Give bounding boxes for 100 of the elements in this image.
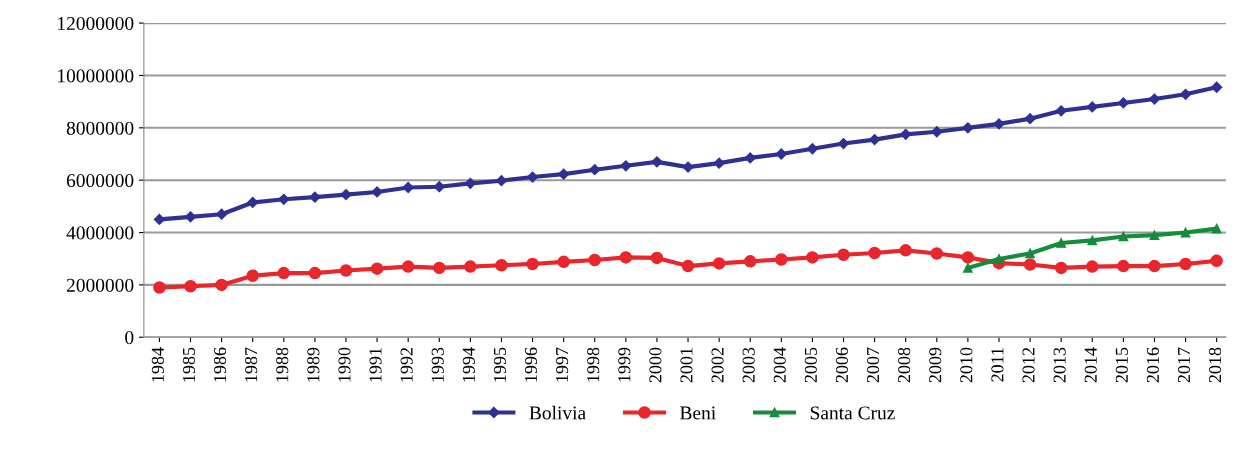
x-tick-label: 2000 bbox=[649, 347, 662, 383]
point bbox=[370, 262, 384, 275]
point bbox=[1056, 238, 1067, 248]
point bbox=[1117, 259, 1130, 273]
point bbox=[184, 279, 197, 293]
point bbox=[994, 254, 1004, 264]
x-tick-label: 2012 bbox=[1022, 347, 1035, 383]
point bbox=[526, 257, 539, 271]
x-tick-label: 2003 bbox=[742, 347, 755, 383]
point bbox=[1054, 261, 1068, 275]
y-tick-label: 8000000 bbox=[66, 121, 134, 135]
point bbox=[743, 255, 757, 268]
x-tick-label: 1990 bbox=[338, 347, 351, 382]
x-tick-label: 2008 bbox=[898, 347, 911, 383]
y-tick-label: 12000000 bbox=[58, 16, 134, 31]
point bbox=[1024, 113, 1036, 125]
point bbox=[1148, 259, 1161, 273]
point bbox=[371, 186, 383, 198]
x-tick-label: 1992 bbox=[400, 347, 413, 382]
point bbox=[1055, 105, 1067, 117]
x-tick-label: 2001 bbox=[680, 348, 693, 383]
point bbox=[1211, 223, 1222, 234]
point bbox=[1086, 260, 1099, 273]
x-tick-label: 2015 bbox=[1115, 347, 1128, 383]
point bbox=[806, 143, 819, 155]
point bbox=[650, 251, 664, 265]
x-tick-label: 2002 bbox=[711, 347, 724, 383]
point bbox=[1211, 81, 1223, 93]
y-tick-label: 4000000 bbox=[66, 226, 134, 240]
x-tick-label: 2006 bbox=[835, 347, 849, 383]
point bbox=[277, 266, 291, 280]
x-tick-label: 2004 bbox=[773, 347, 786, 383]
x-tick-label: 1995 bbox=[493, 347, 506, 382]
point bbox=[931, 126, 943, 138]
point bbox=[681, 259, 695, 273]
y-tick-label: 10000000 bbox=[58, 69, 134, 83]
point bbox=[1148, 93, 1161, 105]
x-tick-label: 2016 bbox=[1146, 347, 1159, 383]
x-tick-label: 2010 bbox=[960, 347, 973, 383]
point bbox=[339, 264, 353, 277]
x-tick-label: 1984 bbox=[151, 347, 164, 382]
point bbox=[1149, 230, 1160, 241]
x-tick-label: 2007 bbox=[866, 347, 880, 383]
point bbox=[340, 188, 352, 201]
x-tick-label: 2017 bbox=[1177, 347, 1191, 383]
point bbox=[837, 137, 850, 150]
point bbox=[1180, 227, 1191, 238]
point bbox=[744, 152, 756, 164]
point bbox=[620, 160, 632, 172]
point bbox=[557, 255, 570, 269]
point bbox=[806, 251, 819, 264]
x-tick-label: 1986 bbox=[213, 347, 227, 382]
point bbox=[682, 161, 694, 173]
x-tick-label: 1991 bbox=[369, 348, 382, 382]
y-tick-label: 6000000 bbox=[66, 174, 134, 188]
point bbox=[899, 244, 912, 257]
point bbox=[558, 168, 570, 180]
y-tick-label: 2000000 bbox=[66, 278, 134, 292]
point bbox=[837, 248, 850, 262]
point bbox=[589, 164, 601, 176]
x-tick-label: 1996 bbox=[524, 347, 538, 382]
point bbox=[588, 253, 601, 267]
point bbox=[1023, 258, 1037, 271]
point bbox=[464, 260, 477, 273]
point bbox=[1086, 101, 1098, 113]
y-tick-label: 0 bbox=[125, 331, 134, 345]
point bbox=[402, 181, 414, 194]
point bbox=[215, 278, 228, 292]
point bbox=[1087, 235, 1098, 246]
point bbox=[1025, 248, 1035, 259]
x-tick-label: 1989 bbox=[307, 347, 320, 382]
point bbox=[712, 257, 726, 270]
point bbox=[961, 251, 975, 264]
x-tick-label: 1988 bbox=[276, 347, 289, 382]
x-tick-label: 1994 bbox=[462, 347, 475, 382]
point bbox=[1179, 257, 1192, 271]
x-tick-label: 2018 bbox=[1208, 347, 1222, 383]
point bbox=[1118, 231, 1129, 242]
x-tick-label: 1985 bbox=[182, 347, 196, 382]
legend-label: Santa Cruz bbox=[810, 406, 895, 420]
point bbox=[433, 261, 446, 275]
point bbox=[153, 281, 166, 294]
point bbox=[246, 269, 259, 282]
point bbox=[963, 263, 973, 273]
point bbox=[775, 253, 788, 266]
legend-label: Beni bbox=[680, 406, 716, 420]
point bbox=[526, 171, 539, 183]
point bbox=[308, 266, 322, 280]
point bbox=[401, 260, 415, 273]
x-tick-label: 1997 bbox=[556, 347, 569, 382]
point bbox=[930, 247, 944, 260]
legend-label: Bolivia bbox=[529, 405, 586, 420]
point bbox=[1117, 97, 1129, 109]
point bbox=[868, 246, 881, 260]
point bbox=[651, 156, 663, 168]
x-tick-label: 1987 bbox=[245, 347, 258, 382]
point bbox=[962, 122, 974, 134]
point bbox=[619, 251, 633, 264]
x-tick-label: 2011 bbox=[991, 348, 1004, 382]
x-tick-label: 2014 bbox=[1084, 347, 1097, 383]
